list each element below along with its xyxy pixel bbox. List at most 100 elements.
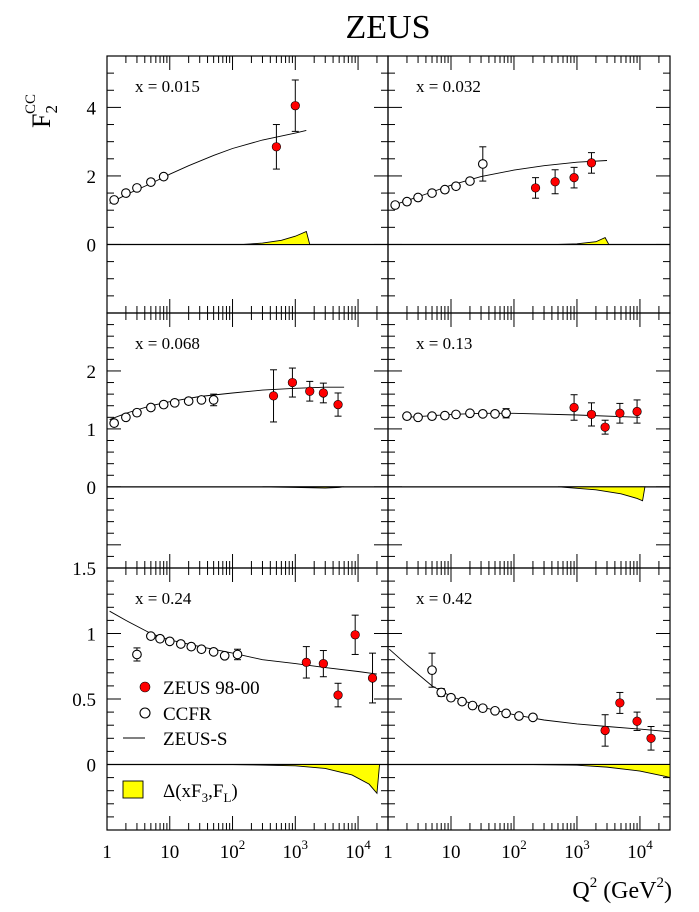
delta-band (232, 764, 381, 795)
zeus-point (367, 673, 378, 683)
x-tick-label-base: 10 (441, 842, 460, 863)
x-tick-label-exponent: 2 (239, 837, 246, 852)
y-axis-title: F2CC (23, 94, 61, 128)
ccfr-point (490, 705, 500, 716)
ccfr-point (446, 692, 456, 703)
zeus-point (301, 657, 311, 667)
ccfr-point (451, 181, 461, 192)
ccfr-point (196, 644, 207, 655)
chart-title: ZEUS (346, 9, 431, 46)
zeus-point (550, 177, 560, 187)
ccfr-point (457, 696, 467, 707)
zeus-point (586, 409, 597, 420)
legend-band-post: ) (231, 781, 237, 802)
ccfr-point (164, 636, 175, 647)
ccfr-point (175, 639, 186, 649)
legend: ZEUS 98-00 CCFR ZEUS-S Δ(xF3,FL) (122, 678, 260, 805)
panel-label: x = 0.015 (135, 77, 200, 96)
legend-zeus-label: ZEUS 98-00 (163, 678, 260, 699)
zeus-point (318, 388, 328, 398)
ccfr-point (440, 184, 450, 195)
ccfr-point (514, 711, 524, 721)
panel-4: x = 0.13 (387, 312, 671, 569)
ccfr-point (490, 408, 500, 419)
ccfr-point (146, 402, 156, 413)
ccfr-point (436, 687, 447, 698)
panel-label: x = 0.24 (135, 589, 192, 608)
ccfr-point (183, 396, 194, 406)
panel-label: x = 0.42 (416, 589, 472, 608)
panel-2: x = 0.032 (387, 55, 671, 314)
ccfr-point (501, 408, 511, 419)
ccfr-point (427, 665, 437, 676)
ccfr-point (477, 159, 488, 169)
zeus-point (290, 101, 300, 111)
zeus-point (350, 630, 360, 640)
svg-text:F2CC: F2CC (23, 94, 61, 128)
zeus-point (632, 716, 642, 726)
zeus-point (615, 698, 625, 708)
zeus-point (305, 386, 315, 396)
ccfr-point (413, 412, 423, 423)
panel-6: x = 0.42 (387, 567, 671, 831)
x-tick-label-base: 10 (345, 842, 364, 863)
theory-curve (109, 610, 377, 675)
zeus-point (569, 402, 579, 413)
x-axis-title-main: Q (572, 878, 589, 904)
x-axis-title: Q2 (GeV2) (572, 875, 672, 904)
x-tick-label-base: 1 (383, 842, 393, 863)
delta-band (262, 486, 345, 489)
legend-ccfr-marker (139, 707, 151, 719)
zeus-point (287, 377, 298, 388)
x-tick-label-exponent: 2 (520, 837, 527, 852)
ccfr-point (121, 188, 131, 198)
legend-band-label: Δ(xF3,FL) (163, 781, 238, 805)
delta-band (243, 230, 311, 245)
x-tick-label: 102 (220, 837, 246, 863)
y-tick-label: 1 (87, 625, 97, 646)
zeus-point (569, 173, 579, 183)
ccfr-point (501, 708, 511, 719)
ccfr-point (155, 633, 165, 644)
legend-zeus-marker (139, 681, 151, 693)
legend-band-pre: Δ(xF (163, 781, 202, 802)
ccfr-point (186, 641, 197, 652)
panel-label: x = 0.13 (416, 334, 472, 353)
ccfr-point (465, 176, 475, 186)
x-tick-label-base: 10 (220, 842, 239, 863)
ccfr-point (402, 411, 412, 422)
x-tick-label: 104 (345, 837, 371, 863)
zeus-point (333, 690, 343, 700)
zeus-point (615, 408, 625, 418)
ccfr-point (146, 631, 156, 641)
zeus-point (333, 399, 343, 410)
x-tick-label: 10 (160, 842, 179, 863)
legend-ccfr-label: CCFR (163, 704, 212, 725)
ccfr-point (121, 412, 131, 423)
ccfr-point (132, 183, 142, 193)
theory-curve (389, 648, 671, 733)
x-tick-label-exponent: 3 (583, 837, 590, 852)
ccfr-point (158, 171, 169, 182)
y-tick-label: 1.5 (72, 559, 96, 580)
x-tick-label: 103 (564, 837, 590, 863)
ccfr-point (413, 192, 423, 203)
zeus-point (600, 725, 610, 736)
ccfr-point (208, 646, 219, 657)
y-axis-title-main: F (27, 114, 56, 128)
ccfr-point (528, 712, 538, 723)
ccfr-point (390, 200, 401, 210)
y-tick-label: 0.5 (72, 690, 96, 711)
x-tick-label-exponent: 3 (302, 837, 309, 852)
legend-band-mid: ,F (208, 781, 223, 802)
x-tick-label-base: 10 (564, 842, 583, 863)
x-tick-label: 102 (501, 837, 527, 863)
ccfr-point (196, 395, 207, 405)
x-tick-label-base: 10 (501, 842, 520, 863)
y-axis-title-sup: CC (23, 94, 39, 114)
ccfr-point (132, 649, 142, 660)
x-tick-label-base: 10 (283, 842, 302, 863)
zeus-point (600, 422, 610, 432)
x-axis-title-sup: 2 (590, 875, 598, 891)
